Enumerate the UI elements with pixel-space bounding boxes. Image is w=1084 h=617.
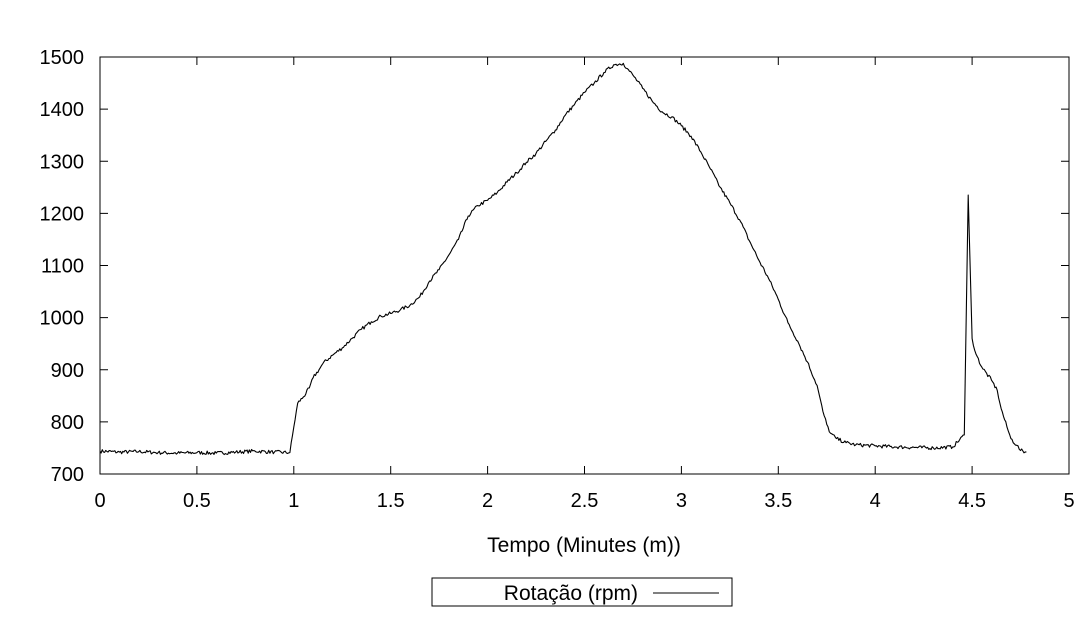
plot-frame [99, 56, 1070, 475]
x-tick-label: 3.5 [764, 490, 792, 512]
tick-marks [99, 56, 1070, 475]
x-tick-label: 3 [676, 490, 687, 512]
y-tick-label: 1300 [40, 151, 85, 173]
legend-label: Rotação (rpm) [504, 582, 638, 605]
x-tick-label: 5 [1063, 490, 1074, 512]
x-tick-labels: 0 0.5 1 1.5 2 2.5 3 3.5 4 4.5 5 [94, 490, 1074, 512]
x-tick-label: 1.5 [377, 490, 405, 512]
x-tick-label: 4 [870, 490, 881, 512]
legend: Rotação (rpm) [431, 577, 733, 607]
y-tick-label: 1500 [40, 47, 85, 69]
y-tick-label: 700 [51, 464, 84, 486]
x-axis-title: Tempo (Minutes (m)) [487, 534, 681, 557]
y-tick-labels: 700 800 900 1000 1100 1200 1300 1400 1500 [40, 47, 85, 486]
y-tick-label: 1000 [40, 308, 85, 330]
y-tick-label: 1100 [41, 256, 84, 278]
x-tick-label: 2.5 [571, 490, 599, 512]
x-tick-label: 1 [288, 490, 299, 512]
x-tick-label: 2 [482, 490, 493, 512]
y-tick-label: 900 [51, 360, 84, 382]
x-tick-label: 0.5 [183, 490, 211, 512]
y-tick-label: 1400 [40, 99, 85, 121]
y-tick-label: 1200 [40, 203, 85, 225]
series-line-rotacao [99, 62, 1027, 456]
y-tick-label: 800 [51, 412, 84, 434]
x-tick-label: 4.5 [958, 490, 986, 512]
legend-box [431, 577, 733, 607]
x-tick-label: 0 [94, 490, 105, 512]
